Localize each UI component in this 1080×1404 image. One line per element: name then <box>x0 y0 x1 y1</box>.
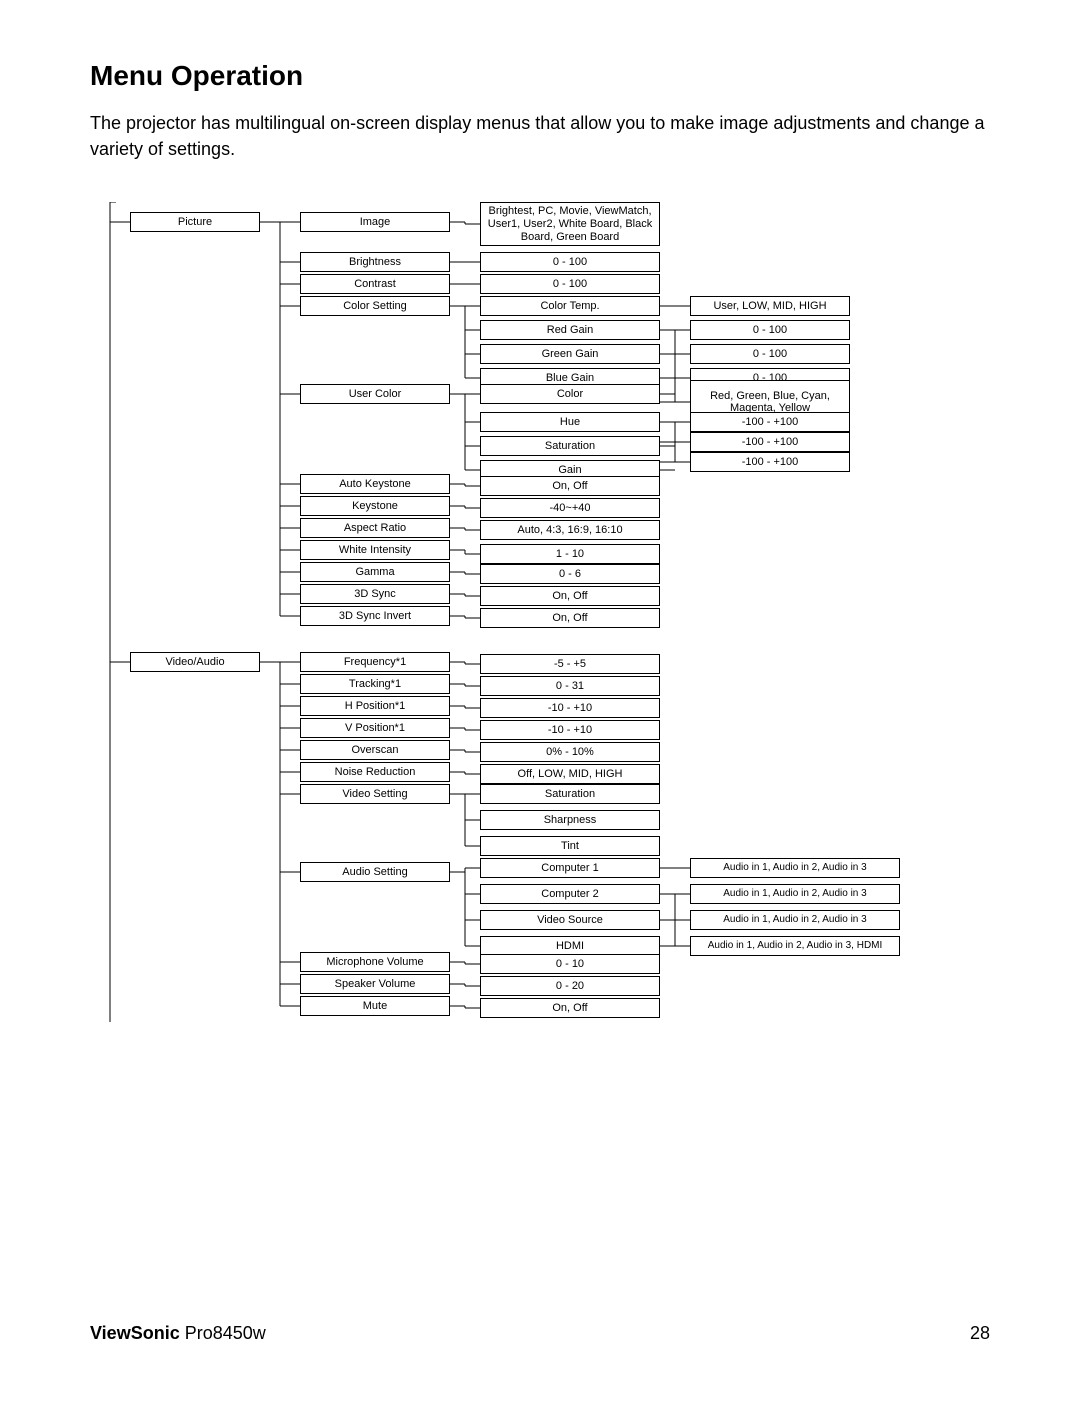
menu-value: Auto, 4:3, 16:9, 16:10 <box>480 520 660 540</box>
menu-value: Off, LOW, MID, HIGH <box>480 764 660 784</box>
brand-model: Pro8450w <box>180 1323 266 1343</box>
menu-value: 0 - 31 <box>480 676 660 696</box>
brand-bold: ViewSonic <box>90 1323 180 1343</box>
menu-value: Computer 1 <box>480 858 660 878</box>
menu-value: 0 - 6 <box>480 564 660 584</box>
menu-item: Keystone <box>300 496 450 516</box>
menu-item: Tracking*1 <box>300 674 450 694</box>
menu-item: White Intensity <box>300 540 450 560</box>
menu-value: -40~+40 <box>480 498 660 518</box>
page-number: 28 <box>970 1323 990 1344</box>
menu-value: Saturation <box>480 784 660 804</box>
menu-value: Tint <box>480 836 660 856</box>
menu-item: H Position*1 <box>300 696 450 716</box>
menu-item: Microphone Volume <box>300 952 450 972</box>
menu-value: 0 - 10 <box>480 954 660 974</box>
menu-value: HDMI <box>480 936 660 956</box>
menu-value: Saturation <box>480 436 660 456</box>
menu-item: Video Setting <box>300 784 450 804</box>
menu-item: Aspect Ratio <box>300 518 450 538</box>
menu-value: 0 - 100 <box>480 252 660 272</box>
menu-value: Color <box>480 384 660 404</box>
menu-item: Brightness <box>300 252 450 272</box>
menu-option: Audio in 1, Audio in 2, Audio in 3 <box>690 910 900 930</box>
menu-item: Image <box>300 212 450 232</box>
menu-value: On, Off <box>480 476 660 496</box>
menu-option: -100 - +100 <box>690 412 850 432</box>
page-footer: ViewSonic Pro8450w 28 <box>90 1323 990 1344</box>
menu-value: Computer 2 <box>480 884 660 904</box>
menu-item: V Position*1 <box>300 718 450 738</box>
menu-item: Mute <box>300 996 450 1016</box>
menu-value: 0 - 100 <box>480 274 660 294</box>
menu-item: Frequency*1 <box>300 652 450 672</box>
menu-option: 0 - 100 <box>690 320 850 340</box>
menu-item: Overscan <box>300 740 450 760</box>
menu-value: 1 - 10 <box>480 544 660 564</box>
menu-option: Audio in 1, Audio in 2, Audio in 3 <box>690 884 900 904</box>
menu-value: -10 - +10 <box>480 698 660 718</box>
page: Menu Operation The projector has multili… <box>0 0 1080 1404</box>
menu-value: Color Temp. <box>480 296 660 316</box>
menu-value: Sharpness <box>480 810 660 830</box>
menu-item: Contrast <box>300 274 450 294</box>
menu-root: Video/Audio <box>130 652 260 672</box>
menu-value: 0% - 10% <box>480 742 660 762</box>
menu-value: Green Gain <box>480 344 660 364</box>
menu-value: Red Gain <box>480 320 660 340</box>
menu-tree-diagram: Picture Image Brightest, PC, Movie, ViewMa… <box>100 202 990 1022</box>
menu-option: User, LOW, MID, HIGH <box>690 296 850 316</box>
menu-item: 3D Sync <box>300 584 450 604</box>
menu-value: On, Off <box>480 608 660 628</box>
menu-item: Color Setting <box>300 296 450 316</box>
menu-option: -100 - +100 <box>690 432 850 452</box>
menu-option: -100 - +100 <box>690 452 850 472</box>
menu-item: Gamma <box>300 562 450 582</box>
menu-value: On, Off <box>480 998 660 1018</box>
menu-value: Hue <box>480 412 660 432</box>
menu-option: Audio in 1, Audio in 2, Audio in 3 <box>690 858 900 878</box>
menu-item: User Color <box>300 384 450 404</box>
brand-label: ViewSonic Pro8450w <box>90 1323 266 1344</box>
menu-value: Brightest, PC, Movie, ViewMatch, User1, … <box>480 202 660 246</box>
menu-value: 0 - 20 <box>480 976 660 996</box>
menu-value: -10 - +10 <box>480 720 660 740</box>
intro-text: The projector has multilingual on-screen… <box>90 110 990 162</box>
menu-item: 3D Sync Invert <box>300 606 450 626</box>
page-title: Menu Operation <box>90 60 990 92</box>
menu-item: Audio Setting <box>300 862 450 882</box>
menu-root: Picture <box>130 212 260 232</box>
menu-item: Noise Reduction <box>300 762 450 782</box>
menu-value: Video Source <box>480 910 660 930</box>
menu-option: Audio in 1, Audio in 2, Audio in 3, HDMI <box>690 936 900 956</box>
menu-value: -5 - +5 <box>480 654 660 674</box>
menu-value: On, Off <box>480 586 660 606</box>
menu-item: Auto Keystone <box>300 474 450 494</box>
menu-option: 0 - 100 <box>690 344 850 364</box>
menu-item: Speaker Volume <box>300 974 450 994</box>
